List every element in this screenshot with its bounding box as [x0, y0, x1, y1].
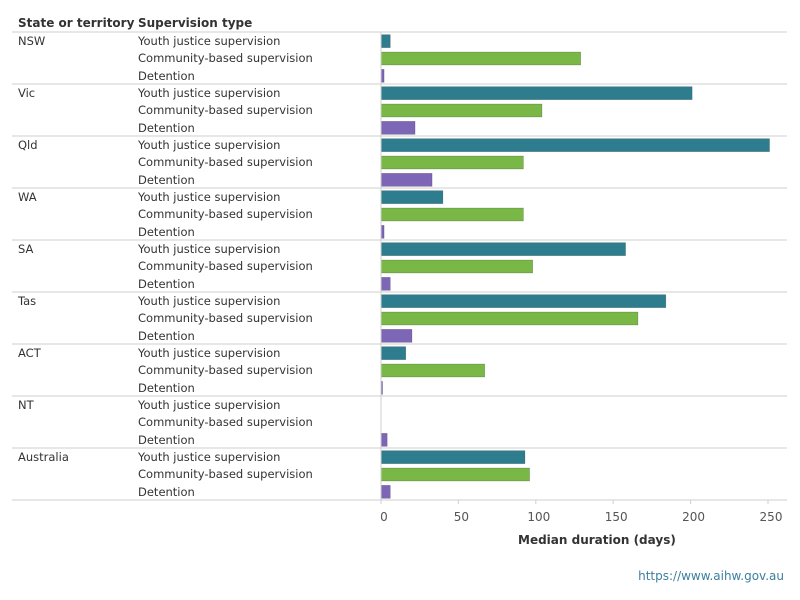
supervision-type-label: Youth justice supervision: [138, 398, 281, 412]
supervision-type-label: Youth justice supervision: [138, 34, 281, 48]
state-label-nsw: NSW: [18, 34, 46, 48]
supervision-type-label: Community-based supervision: [138, 415, 313, 430]
supervision-type-label: Detention: [138, 328, 195, 343]
bar-wa-youth-justice-supervision: [380, 190, 444, 204]
bar-qld-detention: [380, 173, 433, 187]
bar-vic-detention: [380, 121, 416, 135]
x-tick-label: 200: [682, 510, 705, 524]
bar-qld-community-based-supervision: [380, 155, 524, 170]
supervision-type-label: Community-based supervision: [138, 259, 313, 274]
bar-vic-youth-justice-supervision: [380, 86, 693, 100]
bar-qld-youth-justice-supervision: [380, 138, 770, 152]
bar-australia-youth-justice-supervision: [380, 450, 526, 464]
supervision-type-label: Community-based supervision: [138, 155, 313, 170]
state-label-act: ACT: [18, 346, 41, 360]
bar-tas-community-based-supervision: [380, 311, 639, 326]
supervision-type-label: Detention: [138, 432, 195, 447]
x-tick-label: 150: [605, 510, 628, 524]
bar-nsw-youth-justice-supervision: [380, 34, 391, 48]
supervision-type-label: Community-based supervision: [138, 311, 313, 326]
bar-australia-detention: [380, 485, 391, 499]
bar-act-community-based-supervision: [380, 363, 486, 378]
bar-sa-youth-justice-supervision: [380, 242, 626, 256]
bar-nt-detention: [380, 433, 388, 447]
supervision-type-label: Youth justice supervision: [138, 86, 281, 100]
supervision-type-label: Detention: [138, 380, 195, 395]
supervision-type-label: Community-based supervision: [138, 363, 313, 378]
supervision-type-label: Detention: [138, 172, 195, 187]
bar-wa-community-based-supervision: [380, 207, 524, 222]
state-column-header: State or territory: [18, 16, 135, 30]
x-tick-label: 0: [380, 510, 388, 524]
supervision-type-label: Detention: [138, 224, 195, 239]
supervision-type-label: Youth justice supervision: [138, 138, 281, 152]
supervision-type-label: Community-based supervision: [138, 103, 313, 118]
state-label-australia: Australia: [18, 450, 69, 464]
supervision-type-label: Detention: [138, 68, 195, 83]
state-label-nt: NT: [18, 398, 34, 412]
state-label-tas: Tas: [18, 294, 37, 308]
bar-sa-detention: [380, 277, 391, 291]
state-label-qld: Qld: [18, 138, 38, 152]
x-tick-label: 250: [760, 510, 783, 524]
x-axis-title: Median duration (days): [518, 533, 676, 547]
x-tick-label: 100: [527, 510, 550, 524]
supervision-type-label: Detention: [138, 120, 195, 135]
bar-vic-community-based-supervision: [380, 103, 543, 118]
supervision-type-label: Community-based supervision: [138, 207, 313, 222]
bar-tas-youth-justice-supervision: [380, 294, 667, 308]
source-link[interactable]: https://www.aihw.gov.au: [638, 569, 784, 583]
bar-nsw-community-based-supervision: [380, 51, 581, 66]
supervision-type-label: Youth justice supervision: [138, 450, 281, 464]
bar-sa-community-based-supervision: [380, 259, 534, 274]
supervision-type-label: Youth justice supervision: [138, 346, 281, 360]
bar-act-youth-justice-supervision: [380, 346, 407, 360]
state-label-sa: SA: [18, 242, 34, 256]
bar-australia-community-based-supervision: [380, 467, 530, 482]
supervision-type-label: Youth justice supervision: [138, 294, 281, 308]
supervision-type-label: Detention: [138, 276, 195, 291]
supervision-type-label: Community-based supervision: [138, 467, 313, 482]
supervision-type-label: Community-based supervision: [138, 51, 313, 66]
bar-tas-detention: [380, 329, 413, 343]
type-column-header: Supervision type: [138, 16, 253, 30]
supervision-type-label: Youth justice supervision: [138, 242, 281, 256]
state-label-vic: Vic: [18, 86, 36, 100]
state-label-wa: WA: [18, 190, 37, 204]
x-tick-label: 50: [454, 510, 469, 524]
supervision-type-label: Detention: [138, 484, 195, 499]
supervision-type-label: Youth justice supervision: [138, 190, 281, 204]
